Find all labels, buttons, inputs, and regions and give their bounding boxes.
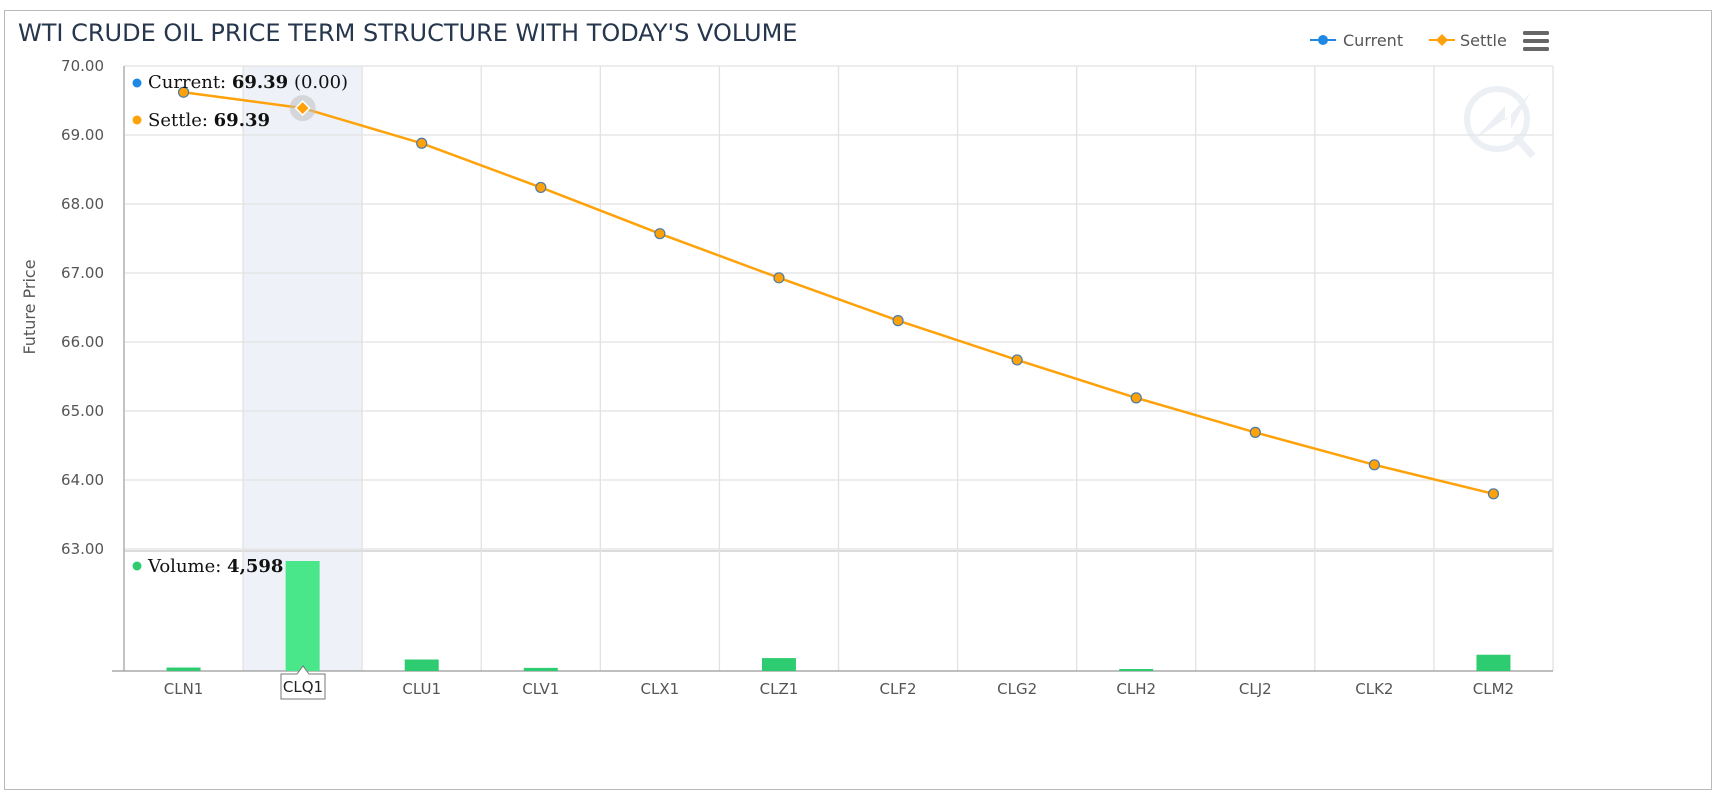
chart-title: WTI CRUDE OIL PRICE TERM STRUCTURE WITH … [18,19,797,47]
price-point[interactable] [773,272,785,284]
volume-bar[interactable] [1119,669,1154,671]
watermark-logo [1464,86,1536,159]
price-point[interactable] [177,86,190,98]
volume-bar[interactable] [166,667,201,671]
legend-item-settle[interactable]: Settle [1429,31,1507,50]
tooltip-settle-dot [132,115,142,125]
tooltip: Current: 69.39 (0.00) Settle: 69.39 Volu… [132,72,348,577]
chart-container: WTI CRUDE OIL PRICE TERM STRUCTURE WITH … [4,10,1712,790]
legend-label-settle: Settle [1460,31,1507,50]
y-tick-label: 70.00 [61,57,104,75]
x-tick-label: CLM2 [1473,680,1514,698]
x-tick-label: CLN1 [164,680,204,698]
category-flag: CLQ1 [280,665,326,700]
x-tick-label: CLJ2 [1239,680,1272,698]
price-point[interactable] [1487,488,1500,500]
x-tick-label: CLZ1 [760,680,799,698]
volume-bar[interactable] [1476,654,1511,671]
y-axis-title: Future Price [20,259,39,354]
x-tick-label: CLH2 [1116,680,1156,698]
volume-bar[interactable] [523,667,558,671]
legend-item-current[interactable]: Current [1310,31,1403,50]
y-tick-label: 68.00 [61,195,104,213]
tooltip-settle: Settle: 69.39 [148,110,270,131]
y-tick-label: 67.00 [61,264,104,282]
price-point[interactable] [892,315,904,327]
y-tick-label: 63.00 [61,540,104,558]
tooltip-volume: Volume: 4,598 [147,556,283,577]
price-point[interactable] [1249,426,1261,438]
hamburger-menu-icon[interactable] [1523,31,1549,51]
legend: Current Settle [1310,31,1507,50]
x-tick-label: CLX1 [641,680,680,698]
price-point[interactable] [1368,459,1380,471]
y-tick-label: 65.00 [61,402,104,420]
x-tick-label: CLG2 [997,680,1037,698]
x-tick-label: CLV1 [522,680,559,698]
volume-bar[interactable] [285,561,320,671]
price-point[interactable] [416,137,428,149]
volume-bar[interactable] [761,658,796,671]
x-tick-label: CLU1 [402,680,441,698]
y-tick-label: 69.00 [61,126,104,144]
category-flag-label: CLQ1 [283,678,323,696]
price-point[interactable] [1130,392,1142,404]
price-point[interactable] [654,228,666,240]
x-tick-label: CLF2 [880,680,917,698]
price-point[interactable] [535,181,547,194]
volume-bar[interactable] [404,659,439,671]
price-point[interactable] [1011,354,1023,366]
axis-ticks: 70.00 69.00 68.00 67.00 66.00 65.00 64.00 63.00… [61,57,1514,698]
plot-area [112,65,1554,672]
y-tick-label: 64.00 [61,471,104,489]
settle-line [183,90,1494,496]
tooltip-volume-dot [132,561,142,571]
x-tick-label: CLK2 [1355,680,1393,698]
tooltip-current-dot [132,78,142,88]
chart-svg: WTI CRUDE OIL PRICE TERM STRUCTURE WITH … [18,19,1554,700]
y-tick-label: 66.00 [61,333,104,351]
settle-point[interactable] [294,100,311,117]
legend-label-current: Current [1343,31,1403,50]
tooltip-current: Current: 69.39 (0.00) [148,72,348,93]
